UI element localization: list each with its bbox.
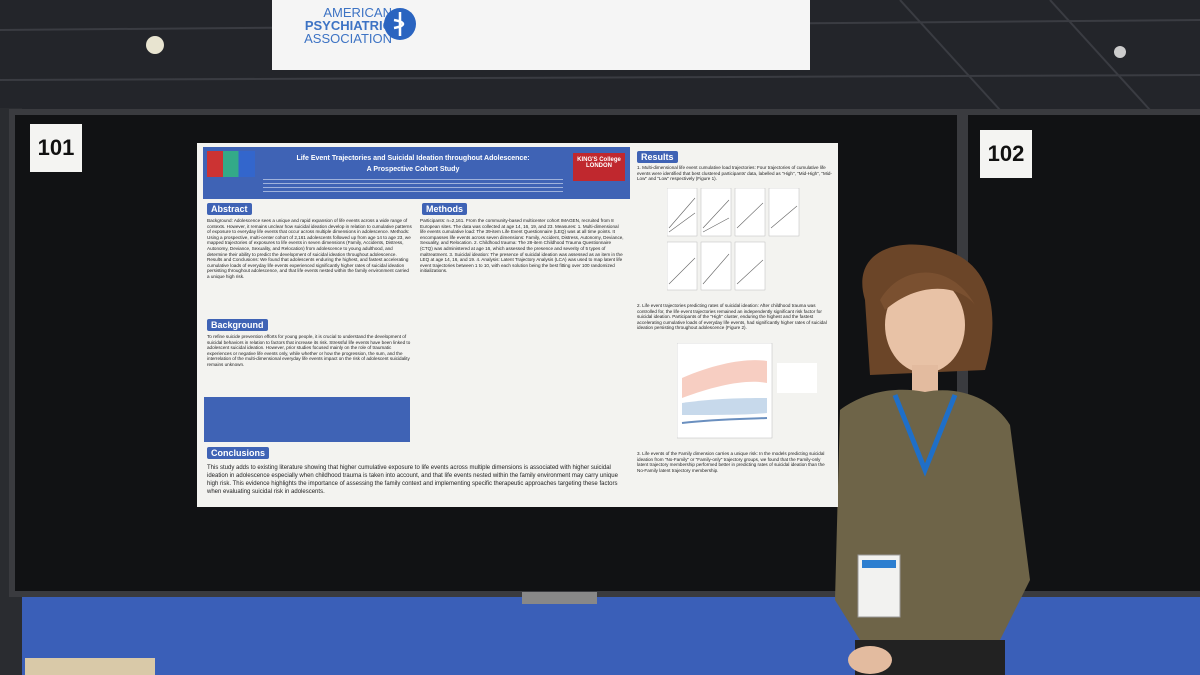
logo: KING'S College LONDON <box>573 153 625 181</box>
figure-1 <box>667 188 800 291</box>
title-bar: Life Event Trajectories and Suicidal Ide… <box>203 147 630 199</box>
banner-line: ASSOCIATION <box>304 31 392 46</box>
section-text: Participants: n=2,161. From the communit… <box>420 218 624 274</box>
section-text: 3. Life events of the Family dimension c… <box>637 451 825 473</box>
banner-text: AMERICAN PSYCHIATRIC ASSOCIATION <box>292 6 392 45</box>
banner-line: PSYCHIATRIC <box>304 18 392 33</box>
section-text: 2. Life event trajectories predicting ra… <box>637 303 827 331</box>
carpet <box>0 590 1200 675</box>
section-text: This study adds to existing literature s… <box>207 465 618 495</box>
banner-logo <box>384 8 416 40</box>
section-heading: Abstract <box>207 203 252 215</box>
section-text: To refine suicide prevention efforts for… <box>207 334 411 367</box>
references <box>204 397 410 442</box>
light <box>1114 46 1126 58</box>
banner-line: AMERICAN <box>323 5 392 20</box>
light <box>146 36 164 54</box>
section-heading: Results <box>637 151 678 163</box>
authors <box>263 179 563 195</box>
logo-left <box>207 151 255 177</box>
section-text: Background: Adolescence sees a unique an… <box>207 218 412 279</box>
section-heading: Background <box>207 319 268 331</box>
board-foot <box>522 592 597 604</box>
section-text: 1. Multi-dimensional life event cumulati… <box>637 165 832 182</box>
section-heading: Conclusions <box>207 447 270 459</box>
poster-title: Life Event Trajectories and Suicidal Ide… <box>296 155 530 162</box>
board-number: 101 <box>30 124 82 172</box>
poster-subtitle: A Prospective Cohort Study <box>366 166 460 173</box>
tube <box>25 658 155 675</box>
board-number: 102 <box>980 130 1032 178</box>
person <box>835 244 1030 675</box>
poster: Life Event Trajectories and Suicidal Ide… <box>197 143 838 507</box>
section-heading: Methods <box>422 203 467 215</box>
figure-2 <box>677 343 817 439</box>
banner: AMERICAN PSYCHIATRIC ASSOCIATION <box>272 0 810 70</box>
